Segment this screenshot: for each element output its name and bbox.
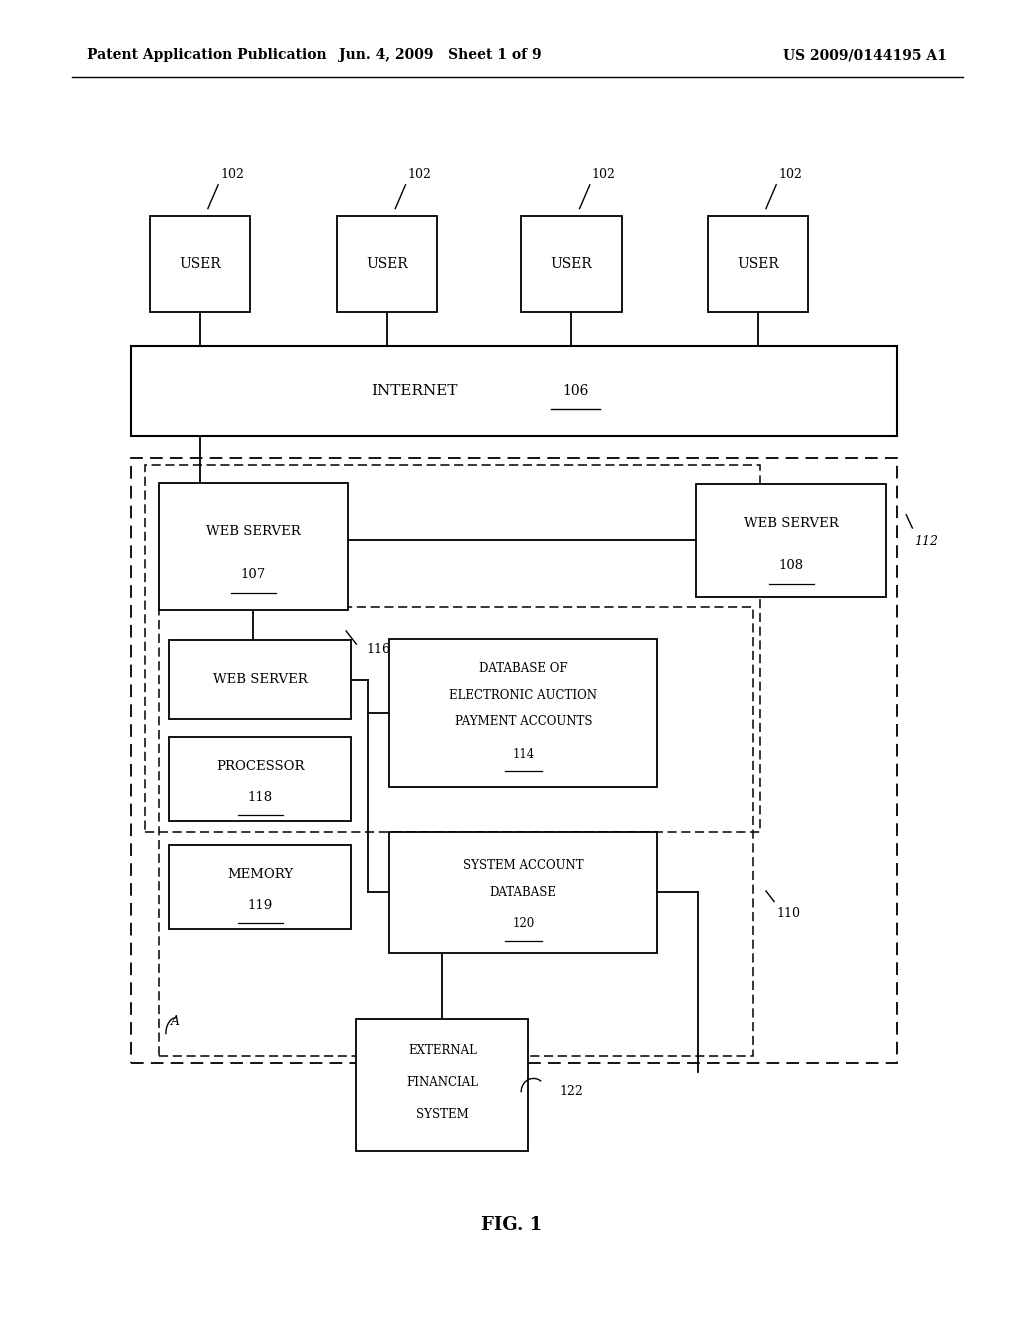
Text: MEMORY: MEMORY — [227, 867, 293, 880]
Bar — [337, 216, 437, 312]
Text: Jun. 4, 2009   Sheet 1 of 9: Jun. 4, 2009 Sheet 1 of 9 — [339, 49, 542, 62]
Text: 106: 106 — [562, 384, 589, 397]
Text: DATABASE OF: DATABASE OF — [479, 661, 567, 675]
Text: USER: USER — [737, 257, 778, 271]
Bar — [708, 216, 808, 312]
Text: FIG. 1: FIG. 1 — [481, 1216, 543, 1234]
Text: WEB SERVER: WEB SERVER — [213, 673, 307, 686]
Text: 110: 110 — [776, 907, 800, 920]
Text: 107: 107 — [241, 568, 266, 581]
Text: 119: 119 — [248, 899, 272, 912]
Text: PAYMENT ACCOUNTS: PAYMENT ACCOUNTS — [455, 715, 592, 729]
Bar — [696, 484, 886, 597]
Text: 122: 122 — [559, 1085, 583, 1098]
Text: 102: 102 — [778, 168, 802, 181]
Bar — [169, 640, 351, 719]
Text: EXTERNAL: EXTERNAL — [408, 1044, 477, 1057]
Text: PROCESSOR: PROCESSOR — [216, 759, 304, 772]
Text: USER: USER — [367, 257, 408, 271]
Text: A: A — [171, 1015, 180, 1028]
Bar — [131, 458, 897, 1063]
Bar — [159, 607, 753, 1056]
Text: FINANCIAL: FINANCIAL — [407, 1076, 478, 1089]
Text: US 2009/0144195 A1: US 2009/0144195 A1 — [783, 49, 947, 62]
Text: SYSTEM: SYSTEM — [416, 1107, 469, 1121]
Bar — [169, 737, 351, 821]
Text: 102: 102 — [592, 168, 615, 181]
Bar — [356, 1019, 528, 1151]
Text: 102: 102 — [220, 168, 244, 181]
Text: 102: 102 — [408, 168, 431, 181]
Text: 116: 116 — [367, 643, 390, 656]
Bar — [389, 639, 657, 787]
Text: SYSTEM ACCOUNT: SYSTEM ACCOUNT — [463, 859, 584, 873]
Text: 108: 108 — [778, 558, 804, 572]
Text: WEB SERVER: WEB SERVER — [206, 525, 301, 537]
Text: USER: USER — [551, 257, 592, 271]
Text: 114: 114 — [512, 747, 535, 760]
Bar — [131, 346, 897, 436]
Text: INTERNET: INTERNET — [372, 384, 458, 397]
Text: 118: 118 — [248, 791, 272, 804]
Text: ELECTRONIC AUCTION: ELECTRONIC AUCTION — [450, 689, 597, 701]
Text: 120: 120 — [512, 917, 535, 931]
Text: 112: 112 — [914, 535, 938, 548]
Bar — [389, 832, 657, 953]
Text: Patent Application Publication: Patent Application Publication — [87, 49, 327, 62]
Text: DATABASE: DATABASE — [489, 886, 557, 899]
Bar — [521, 216, 622, 312]
Bar — [150, 216, 250, 312]
Bar — [159, 483, 348, 610]
Text: WEB SERVER: WEB SERVER — [743, 517, 839, 531]
Bar — [145, 465, 760, 832]
Text: USER: USER — [179, 257, 220, 271]
Bar — [169, 845, 351, 929]
